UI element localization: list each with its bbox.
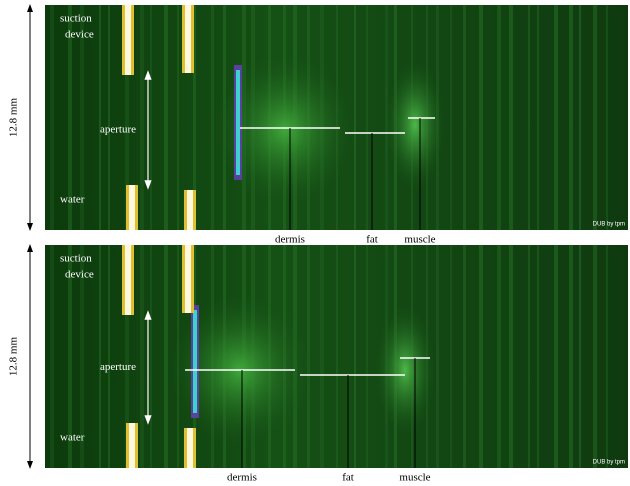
device-echo-core [125,5,131,75]
device-echo-core [187,428,193,468]
image-stripe [108,245,110,468]
image-stripe [569,245,573,468]
image-stripe [50,245,54,468]
label-suction: suction [60,253,92,265]
image-stripe [366,5,368,230]
image-stripe [320,245,324,468]
image-stripe [509,245,513,468]
image-stripe [554,245,558,468]
label-muscle: muscle [399,472,430,484]
device-echo-core [129,185,135,230]
image-stripe [554,5,558,230]
muscle-region [375,305,435,435]
image-stripe [211,5,214,230]
device-echo-core [187,190,193,230]
image-stripe [479,5,483,230]
image-stripe [569,5,573,230]
label-fat: fat [342,472,354,484]
image-stripe [336,245,338,468]
image-stripe [528,5,530,230]
scale-label: 12.8 mm [8,98,20,138]
image-stripe [537,245,539,468]
image-stripe [366,245,368,468]
label-dermis: dermis [227,472,257,484]
watermark: DUB by tpm [593,460,625,466]
image-stripe [354,5,356,230]
image-stripe [99,5,101,230]
image-stripe [436,245,439,468]
label-dermis: dermis [275,234,305,246]
figure: suction device water aperture dermis fat muscl… [0,0,630,486]
label-aperture: aperture [100,124,136,136]
image-stripe [140,245,144,468]
image-stripe [150,245,152,468]
label-fat: fat [366,234,378,246]
image-stripe [150,5,152,230]
skin-edge-core [236,70,240,175]
image-stripe [528,245,530,468]
label-suction: suction [60,13,92,25]
device-echo-core [185,245,191,313]
image-stripe [606,245,608,468]
image-stripe [450,5,452,230]
image-stripe [450,245,452,468]
image-stripe [593,245,597,468]
image-stripe [140,5,144,230]
image-stripe [579,245,581,468]
muscle-region [385,60,445,190]
label-water: water [60,432,85,444]
image-stripe [606,5,608,230]
watermark: DUB by tpm [593,222,625,228]
label-muscle: muscle [404,234,435,246]
image-stripe [50,5,54,230]
image-stripe [164,5,168,230]
scale-label: 12.8 mm [8,337,20,377]
image-stripe [463,5,466,230]
image-stripe [99,245,101,468]
label-device: device [65,269,94,281]
image-stripe [354,245,356,468]
label-device: device [65,29,94,41]
image-stripe [579,5,581,230]
image-stripe [108,5,110,230]
page: {"panels": [ {"scale_label": "12.8 mm", … [0,0,630,486]
image-stripe [593,5,597,230]
image-stripe [479,245,483,468]
device-echo-core [129,423,135,468]
skin-edge-core [193,310,197,413]
device-echo-core [125,245,131,315]
image-stripe [537,5,539,230]
image-stripe [177,5,179,230]
image-stripe [463,245,466,468]
image-stripe [497,5,501,230]
label-aperture: aperture [100,361,136,373]
image-stripe [509,5,513,230]
image-stripe [164,245,168,468]
label-water: water [60,194,85,206]
device-echo-core [185,5,191,73]
image-stripe [497,245,501,468]
